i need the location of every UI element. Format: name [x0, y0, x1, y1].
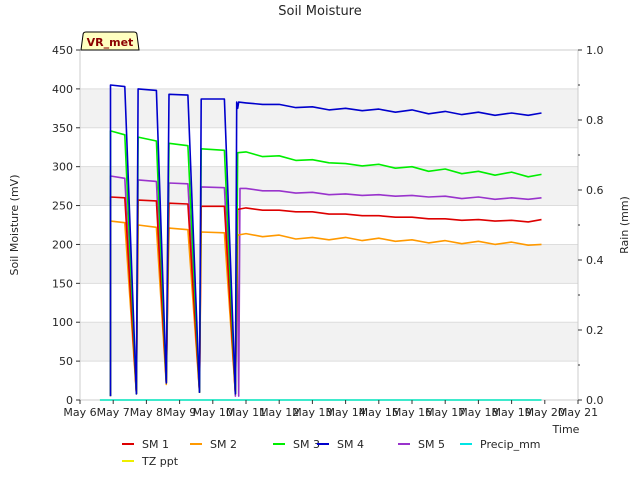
plot-band — [80, 322, 578, 362]
y-tick-label: 300 — [52, 161, 73, 174]
plot-band — [80, 244, 578, 284]
x-tick-label: May 19 — [491, 406, 531, 419]
legend-item-sm-5: SM 5 — [398, 438, 445, 451]
y2-tick-label: 1.0 — [586, 44, 604, 57]
legend-label: SM 3 — [293, 438, 320, 451]
chart-title: Soil Moisture — [278, 4, 362, 19]
y2-tick-label: 0.2 — [586, 324, 604, 337]
y2-tick-label: 0.4 — [586, 254, 604, 267]
y-tick-label: 200 — [52, 238, 73, 251]
series-line-sm-4 — [109, 84, 542, 397]
y2-tick-label: 0.0 — [586, 394, 604, 407]
legend-item-sm-3: SM 3 — [273, 438, 320, 451]
legend-item-sm-2: SM 2 — [190, 438, 237, 451]
x-tick-label: May 18 — [458, 406, 498, 419]
y-axis-label: Soil Moisture (mV) — [8, 175, 21, 276]
y-tick-label: 400 — [52, 83, 73, 96]
y-tick-label: 250 — [52, 200, 73, 213]
legend-label: SM 1 — [142, 438, 169, 451]
station-label: VR_met — [87, 36, 134, 49]
legend-label: Precip_mm — [480, 438, 541, 451]
y-tick-label: 0 — [66, 394, 73, 407]
legend-item-sm-4: SM 4 — [317, 438, 364, 451]
legend-item-precip-mm: Precip_mm — [460, 438, 541, 451]
x-axis-label: Time — [552, 423, 580, 436]
y2-tick-label: 0.6 — [586, 184, 604, 197]
station-badge: VR_met — [80, 31, 140, 51]
series-line-sm-5 — [109, 175, 542, 397]
legend-label: SM 2 — [210, 438, 237, 451]
x-tick-label: May 8 — [130, 406, 163, 419]
x-tick-label: May 20 — [525, 406, 565, 419]
plot-band — [80, 88, 578, 128]
series-lines — [99, 84, 542, 401]
x-tick-label: May 21 — [558, 406, 598, 419]
x-tick-label: May 6 — [63, 406, 96, 419]
plot-bands — [80, 88, 578, 362]
y-tick-label: 100 — [52, 316, 73, 329]
y-tick-label: 150 — [52, 277, 73, 290]
y2-tick-label: 0.8 — [586, 114, 604, 127]
series-line-sm-1 — [109, 196, 542, 397]
legend-label: SM 4 — [337, 438, 364, 451]
y-tick-label: 350 — [52, 122, 73, 135]
legend-label: SM 5 — [418, 438, 445, 451]
legend-item-sm-1: SM 1 — [122, 438, 169, 451]
series-line-sm-3 — [109, 130, 542, 397]
x-tick-label: May 11 — [226, 406, 266, 419]
y-axis: 0 50 100 150 200 250 300 350 400 450 — [52, 44, 80, 407]
legend-label: TZ ppt — [141, 455, 179, 468]
x-tick-label: May 7 — [97, 406, 130, 419]
legend-item-tz-ppt: TZ ppt — [122, 455, 179, 468]
x-tick-label: May 10 — [193, 406, 233, 419]
y-tick-label: 450 — [52, 44, 73, 57]
series-line-sm-2 — [109, 220, 542, 397]
x-tick-label: May 12 — [259, 406, 299, 419]
x-tick-label: May 13 — [292, 406, 332, 419]
y2-axis-label: Rain (mm) — [618, 196, 631, 254]
x-tick-label: May 14 — [325, 406, 365, 419]
x-tick-label: May 9 — [163, 406, 196, 419]
plot-band — [80, 166, 578, 206]
x-tick-label: May 17 — [425, 406, 465, 419]
y-tick-label: 50 — [59, 355, 73, 368]
x-tick-label: May 15 — [359, 406, 399, 419]
legend: SM 1 SM 2 SM 3 SM 4 SM 5 Precip_mm TZ ppt — [122, 438, 541, 468]
x-tick-label: May 16 — [392, 406, 432, 419]
y2-axis: 0.0 0.2 0.4 0.6 0.8 1.0 — [578, 44, 604, 407]
